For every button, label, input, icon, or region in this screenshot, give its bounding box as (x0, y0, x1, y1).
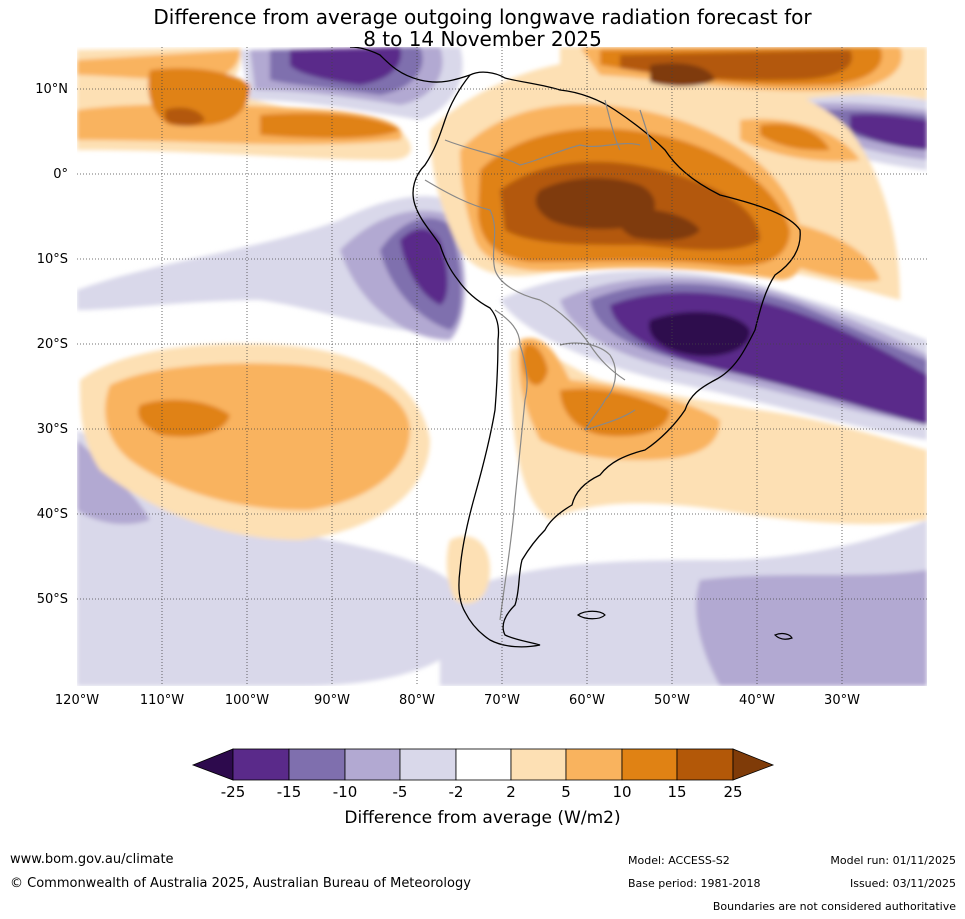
colorbar-swatch--10--5 (344, 748, 401, 781)
central-america-coastline (349, 47, 471, 83)
lat-label-20s: 20°S (36, 337, 68, 352)
base-period-info: Base period: 1981-2018 (628, 877, 761, 890)
region-darkest-brown-amazon-east (618, 208, 700, 241)
lon-label-80w: 80°W (399, 693, 435, 708)
lat-label-30s: 30°S (36, 422, 68, 437)
colorbar-tick: 25 (723, 783, 743, 801)
region-dark-purple-atlantic (850, 114, 927, 150)
colorbar-swatch-below-25 (191, 748, 234, 781)
chart-title-line-2: 8 to 14 November 2025 (363, 27, 602, 51)
region-dark-orange-andes (522, 344, 548, 386)
region-brown-pacific (165, 107, 205, 126)
colorbar-tick: 5 (561, 783, 571, 801)
lon-label-120w: 120°W (54, 693, 100, 708)
region-orange-east-brazil (780, 220, 880, 282)
colorbar-tick: -2 (448, 783, 464, 801)
region-orange-south-pacific (105, 363, 411, 511)
model-info: Model: ACCESS-S2 (628, 854, 730, 867)
colorbar-swatch-10-15 (621, 748, 678, 781)
region-dark-orange-argentina (560, 388, 670, 437)
region-dark-orange-mid-atlantic (760, 123, 830, 151)
lon-label-90w: 90°W (314, 693, 350, 708)
region-darkest-purple-brazil (649, 311, 751, 357)
lat-label-50s: 50°S (36, 592, 68, 607)
lon-label-40w: 40°W (739, 693, 775, 708)
region-darkest-brown-atlantic (650, 63, 715, 87)
region-dark-orange-pacific-bar (260, 113, 400, 139)
south-america-coastline (412, 71, 801, 648)
region-dark-purple-andes (400, 228, 448, 305)
issued-info: Issued: 03/11/2025 (849, 877, 956, 890)
colorbar-swatch-above-25 (732, 748, 775, 781)
colorbar-label: Difference from average (W/m2) (344, 808, 621, 828)
website-link[interactable]: www.bom.gov.au/climate (10, 852, 174, 867)
boundaries-disclaimer: Boundaries are not considered authoritat… (712, 900, 956, 913)
lon-label-50w: 50°W (654, 693, 690, 708)
model-run-info: Model run: 01/11/2025 (830, 854, 956, 867)
gridlines (77, 47, 927, 686)
colorbar-swatch--5--2 (399, 748, 457, 781)
colorbar-swatch-5-10 (565, 748, 623, 781)
anomaly-field (77, 47, 927, 686)
region-dark-purple-caribbean (290, 47, 401, 85)
colorbar-swatch-15-25 (676, 748, 734, 781)
chart-title-line-1: Difference from average outgoing longwav… (153, 5, 812, 29)
lat-label-40s: 40°S (36, 507, 68, 522)
colorbar-tick: -5 (392, 783, 408, 801)
region-dark-orange-south-pacific (138, 399, 230, 437)
lon-label-110w: 110°W (139, 693, 185, 708)
colorbar-swatch-2-5 (510, 748, 567, 781)
lat-label-10n: 10°N (35, 82, 68, 97)
colorbar-swatch--15--10 (288, 748, 346, 781)
lon-label-30w: 30°W (824, 693, 860, 708)
lon-label-70w: 70°W (484, 693, 520, 708)
lon-label-60w: 60°W (569, 693, 605, 708)
region-light-orange-patagonia (446, 536, 490, 604)
colorbar-tick: -15 (276, 783, 302, 801)
country-boundaries (424, 99, 653, 621)
south-georgia-island (773, 632, 793, 640)
colorbar-tick: 15 (667, 783, 687, 801)
colorbar-tick: -25 (220, 783, 246, 801)
lat-label-10s: 10°S (36, 252, 68, 267)
colorbar-swatch--2-2 (455, 748, 512, 781)
lon-label-100w: 100°W (224, 693, 270, 708)
lat-label-0: 0° (53, 167, 68, 182)
colorbar-swatch--25--15 (232, 748, 290, 781)
colorbar-tick: 10 (612, 783, 632, 801)
falkland-islands (576, 610, 606, 620)
colorbar-tick: -10 (332, 783, 358, 801)
copyright-text: © Commonwealth of Australia 2025, Austra… (10, 876, 471, 891)
colorbar-tick: 2 (506, 783, 516, 801)
